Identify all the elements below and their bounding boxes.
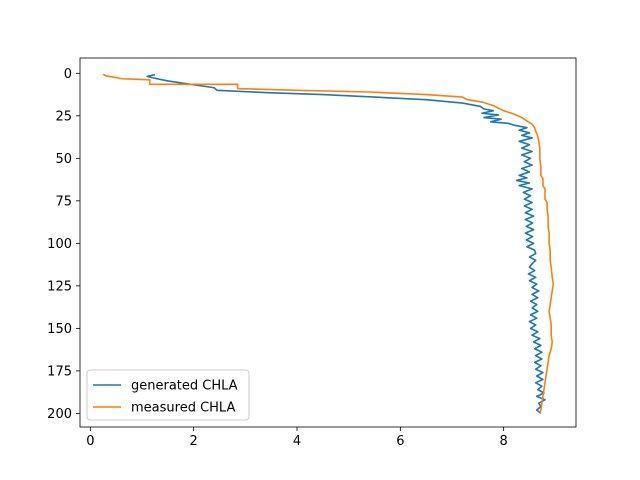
legend-label-measured: measured CHLA [131, 401, 235, 416]
y-tick-label: 125 [47, 279, 72, 294]
x-tick-label: 6 [396, 434, 404, 449]
y-tick-label: 50 [55, 152, 72, 167]
y-tick-label: 100 [47, 237, 72, 252]
y-tick-label: 0 [64, 67, 72, 82]
y-tick-label: 25 [55, 109, 72, 124]
x-tick-label: 2 [190, 434, 198, 449]
y-tick-label: 75 [55, 194, 72, 209]
axes-frame [79, 57, 577, 428]
x-axis: 0 2 4 6 8 [86, 427, 508, 449]
y-tick-label: 175 [47, 364, 72, 379]
legend-box [86, 369, 250, 421]
x-tick-label: 4 [293, 434, 301, 449]
legend: generated CHLA measured CHLA [86, 369, 250, 421]
series-line-generated [146, 73, 546, 415]
y-axis: 0 25 50 75 100 125 150 175 200 [47, 67, 80, 422]
x-tick-label: 8 [500, 434, 508, 449]
y-tick-label: 200 [47, 407, 72, 422]
series-layer [102, 73, 555, 415]
y-tick-label: 150 [47, 322, 72, 337]
plot-area [80, 58, 576, 427]
series-line-measured [102, 73, 555, 414]
legend-label-generated: generated CHLA [131, 379, 238, 394]
x-tick-label: 0 [86, 434, 94, 449]
